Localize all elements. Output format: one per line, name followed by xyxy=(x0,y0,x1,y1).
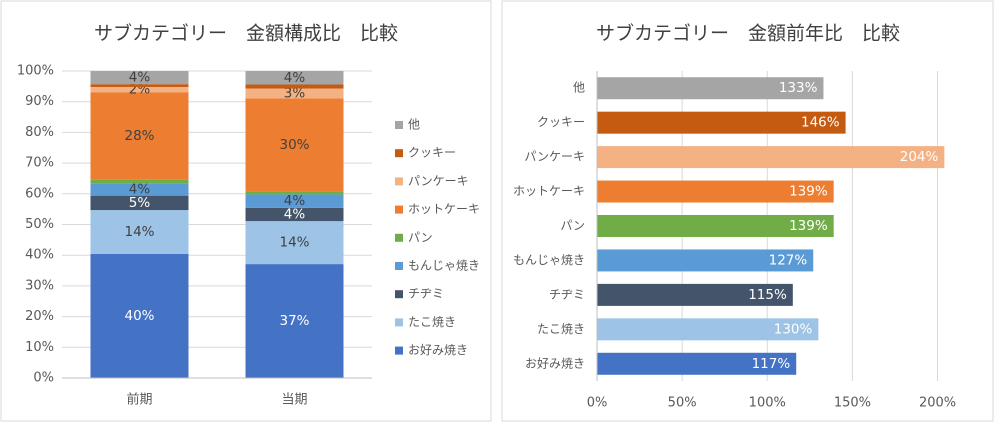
data-label: 5% xyxy=(129,195,151,211)
y-tick-label: お好み焼き xyxy=(525,356,585,370)
legend-label: もんじゃ焼き xyxy=(408,259,480,273)
y-tick-label: チヂミ xyxy=(549,287,585,301)
legend-swatch xyxy=(395,262,403,270)
bar-segment xyxy=(90,195,189,211)
legend-label: パンケーキ xyxy=(408,174,469,188)
data-label: 3% xyxy=(284,85,306,101)
data-label: 14% xyxy=(279,235,309,251)
bar xyxy=(597,146,945,169)
data-label: 40% xyxy=(124,308,154,324)
x-tick-label: 50% xyxy=(668,396,697,411)
y-tick-label: 30% xyxy=(25,278,54,293)
bar-segment xyxy=(245,264,344,378)
legend-label: ホットケーキ xyxy=(408,202,480,216)
data-label: 127% xyxy=(769,252,808,268)
data-label: 4% xyxy=(284,193,306,209)
legend-swatch xyxy=(395,346,403,355)
data-label: 4% xyxy=(284,70,306,86)
data-label: 4% xyxy=(129,70,151,86)
legend-swatch xyxy=(395,318,403,327)
data-label: 37% xyxy=(279,313,309,329)
data-label: 4% xyxy=(284,207,306,223)
data-label: 139% xyxy=(789,218,828,234)
legend-swatch xyxy=(395,121,403,129)
data-label: 133% xyxy=(779,80,818,96)
y-tick-label: ホットケーキ xyxy=(513,184,585,198)
y-tick-label: クッキー xyxy=(537,115,585,129)
bar-segment xyxy=(90,71,189,85)
bar-segment xyxy=(90,84,189,87)
y-tick-label: 90% xyxy=(25,94,54,109)
y-tick-label: 100% xyxy=(17,64,54,79)
y-tick-label: 50% xyxy=(25,217,54,232)
data-label: 204% xyxy=(900,149,939,165)
legend-swatch xyxy=(395,177,403,186)
chart-title: サブカテゴリー 金額前年比 比較 xyxy=(596,22,900,45)
x-tick-label: 前期 xyxy=(126,392,152,408)
bar xyxy=(597,215,834,237)
x-tick-label: 150% xyxy=(834,396,871,411)
data-label: 4% xyxy=(129,182,151,198)
bar xyxy=(597,180,834,203)
legend-swatch xyxy=(395,233,403,242)
y-tick-label: 10% xyxy=(25,340,54,355)
bar xyxy=(597,352,797,375)
data-label: 146% xyxy=(801,115,840,131)
data-label: 130% xyxy=(774,321,813,337)
y-tick-label: 20% xyxy=(25,309,54,324)
data-label: 115% xyxy=(748,287,787,303)
y-tick-label: 60% xyxy=(25,186,54,201)
data-label: 14% xyxy=(124,224,154,240)
bar xyxy=(597,111,846,134)
legend-label: クッキー xyxy=(408,146,456,160)
legend-label: たこ焼き xyxy=(408,315,456,329)
legend-label: 他 xyxy=(408,118,420,132)
right-panel xyxy=(501,0,994,422)
data-label: 117% xyxy=(752,356,791,372)
bar xyxy=(597,283,793,306)
bar-segment xyxy=(90,210,189,254)
bar xyxy=(597,77,824,100)
bar-segment xyxy=(90,86,189,93)
bar-segment xyxy=(245,207,344,222)
bar-segment xyxy=(245,98,344,192)
data-label: 30% xyxy=(279,137,309,153)
data-label: 28% xyxy=(124,128,154,144)
bar-segment xyxy=(90,179,189,184)
x-tick-label: 当期 xyxy=(281,393,307,408)
y-tick-label: 0% xyxy=(33,371,54,386)
data-label: 139% xyxy=(789,184,828,200)
legend-swatch xyxy=(395,205,403,214)
legend-label: チヂミ xyxy=(408,287,444,301)
chart-title: サブカテゴリー 金額構成比 比較 xyxy=(94,22,398,45)
y-tick-label: パンケーキ xyxy=(524,150,585,164)
y-tick-label: 他 xyxy=(573,81,585,95)
bar-segment xyxy=(90,253,189,378)
y-tick-label: 80% xyxy=(25,125,54,140)
bar xyxy=(597,249,814,272)
legend-swatch xyxy=(395,290,403,299)
bar-segment xyxy=(245,191,344,195)
legend-label: お好み焼き xyxy=(408,343,468,357)
legend-swatch xyxy=(395,149,403,158)
bar-segment xyxy=(245,194,344,208)
x-tick-label: 200% xyxy=(919,396,956,411)
bar-segment xyxy=(90,183,189,196)
y-tick-label: もんじゃ焼き xyxy=(513,253,585,267)
x-tick-label: 100% xyxy=(749,396,786,411)
bar xyxy=(597,318,819,341)
x-tick-label: 0% xyxy=(587,396,608,411)
bar-segment xyxy=(90,92,189,180)
bar-segment xyxy=(245,84,344,89)
y-tick-label: パン xyxy=(560,219,585,233)
legend-label: パン xyxy=(408,230,433,244)
bar-segment xyxy=(245,88,344,99)
y-tick-label: 40% xyxy=(25,248,54,263)
y-tick-label: 70% xyxy=(25,156,54,171)
bar-segment xyxy=(245,71,344,85)
y-tick-label: たこ焼き xyxy=(537,322,585,336)
bar-segment xyxy=(245,221,344,265)
